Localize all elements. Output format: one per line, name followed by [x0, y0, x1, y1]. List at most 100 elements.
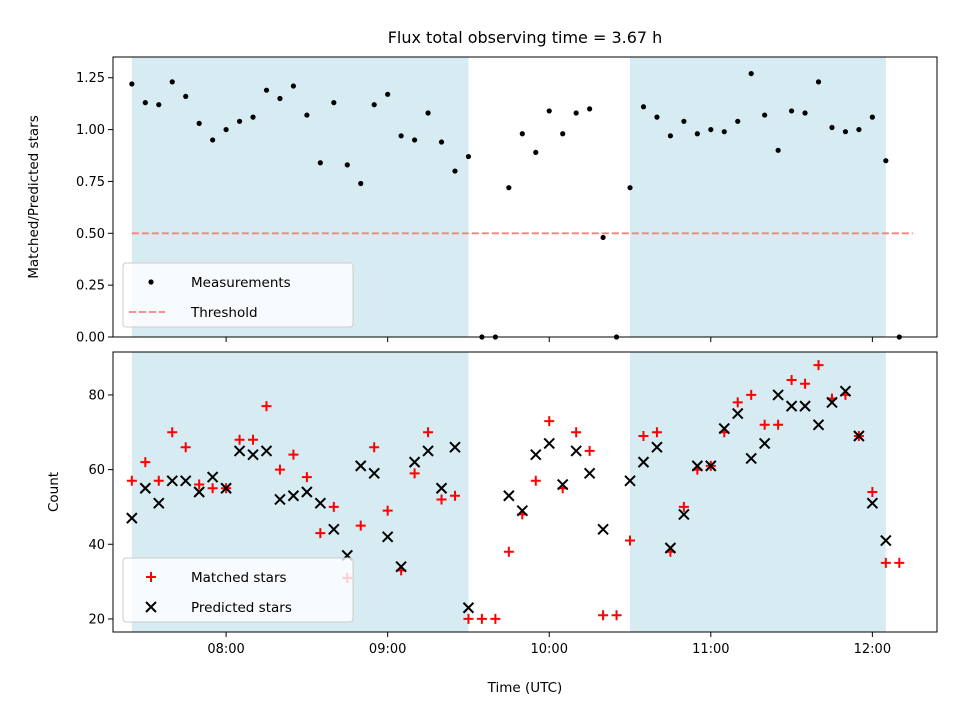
data-point [866, 497, 879, 509]
data-point [288, 449, 299, 460]
legend-label: Threshold [190, 305, 258, 321]
legend-label: Measurements [191, 275, 291, 291]
data-point [153, 475, 164, 486]
data-point [815, 79, 822, 85]
data-point [233, 445, 246, 457]
data-point [721, 129, 727, 135]
data-point [422, 445, 434, 457]
data-point [718, 422, 730, 435]
data-point [207, 483, 218, 494]
data-point [169, 79, 175, 85]
x-tick-label: 08:00 [207, 642, 244, 657]
data-point [637, 456, 650, 468]
data-point [126, 512, 138, 524]
data-point [398, 133, 404, 139]
legend-box [122, 262, 354, 328]
data-point [139, 482, 152, 494]
data-point [368, 467, 380, 480]
data-point [560, 131, 566, 137]
data-point [625, 535, 636, 546]
y-axis-label: Matched/Predicted stars [26, 115, 42, 278]
data-point [600, 234, 606, 241]
data-point [785, 400, 798, 412]
data-point [355, 520, 366, 531]
data-point [746, 389, 757, 400]
data-point [358, 180, 364, 187]
data-point [812, 419, 825, 431]
data-point [210, 137, 216, 143]
data-point [530, 448, 542, 461]
data-point [664, 542, 677, 554]
data-point [315, 528, 326, 539]
x-tick-label: 09:00 [369, 642, 406, 657]
data-point [395, 560, 407, 573]
data-point [223, 126, 229, 133]
y-tick-label: 0.75 [76, 175, 105, 190]
data-point [465, 153, 472, 160]
data-point [678, 501, 689, 512]
legend-label: Matched stars [191, 570, 287, 586]
data-point [759, 419, 770, 430]
data-point [490, 613, 501, 624]
data-point [880, 557, 891, 568]
data-point [328, 501, 339, 512]
data-point [382, 505, 393, 516]
y-tick-label: 0.00 [76, 331, 105, 346]
data-point [234, 434, 245, 445]
data-point [708, 126, 714, 133]
data-point [530, 475, 541, 486]
data-point [762, 112, 768, 118]
data-point [503, 490, 515, 502]
data-point [277, 95, 283, 102]
data-point [274, 493, 286, 506]
y-tick-label: 0.50 [76, 227, 105, 242]
data-point [611, 610, 622, 621]
data-point [344, 162, 350, 168]
data-point [853, 430, 865, 442]
data-point [142, 100, 148, 106]
data-point [543, 437, 555, 450]
data-point [423, 427, 434, 438]
legend-handle [146, 572, 156, 582]
data-point [503, 546, 514, 557]
data-point [667, 133, 674, 139]
data-point [826, 396, 838, 409]
data-point [516, 504, 529, 517]
data-point [573, 110, 579, 116]
data-point [869, 114, 875, 120]
data-point [624, 475, 636, 487]
data-point [640, 104, 647, 110]
data-point [571, 427, 582, 438]
data-point [894, 557, 905, 568]
data-point [691, 460, 704, 472]
data-point [274, 464, 285, 475]
data-point [627, 185, 633, 191]
data-point [180, 442, 191, 453]
axes-frame [112, 351, 938, 633]
y-tick-label: 1.00 [76, 123, 105, 138]
data-point [355, 460, 367, 472]
data-point [570, 445, 582, 457]
data-point [317, 160, 323, 166]
data-point [129, 81, 135, 87]
data-point [802, 110, 808, 116]
data-point [328, 523, 340, 536]
data-point [166, 475, 178, 487]
y-tick-label: 80 [88, 388, 105, 403]
data-point [179, 475, 192, 487]
data-point [705, 460, 717, 472]
data-point [409, 468, 420, 479]
data-point [304, 112, 310, 118]
data-point [167, 427, 178, 438]
y-axis-label: Count [46, 472, 62, 512]
data-point [856, 126, 862, 133]
data-point [638, 431, 649, 441]
data-point [369, 442, 380, 453]
data-point [153, 497, 165, 509]
data-point [694, 131, 700, 137]
legend: Matched stars Predicted stars [122, 557, 354, 623]
x-tick-label: 11:00 [692, 642, 729, 657]
data-point [194, 479, 205, 490]
